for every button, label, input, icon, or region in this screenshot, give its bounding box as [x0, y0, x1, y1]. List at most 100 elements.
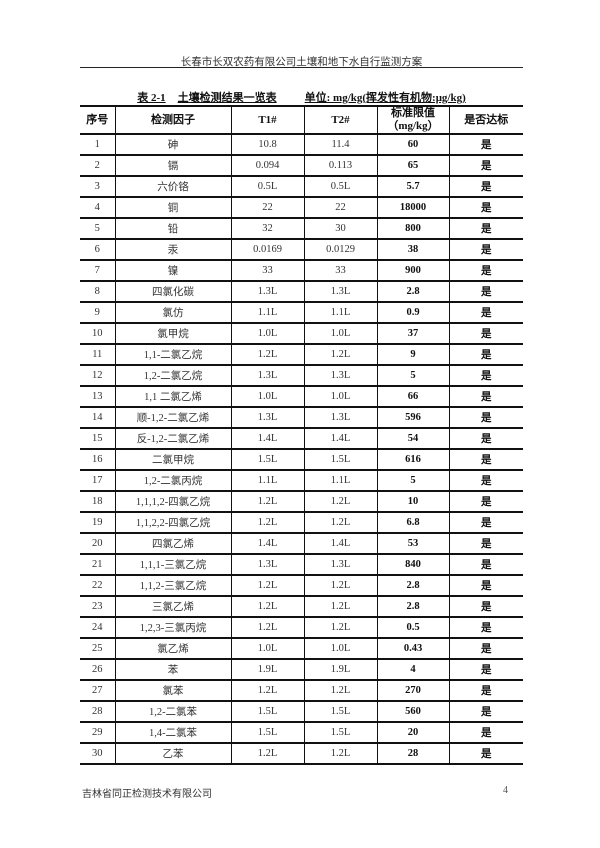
cell-compliant: 是 [448, 301, 523, 324]
cell-t2: 1.4L [303, 532, 377, 555]
cell-factor: 氯甲烷 [114, 322, 231, 345]
col-header-limit: 标准限值 （mg/kg） [376, 105, 449, 135]
cell-t1: 10.8 [230, 133, 304, 156]
cell-index: 12 [80, 364, 115, 387]
table-row: 18 1,1,1,2-四氯乙烷 1.2L 1.2L 10 是 [80, 490, 523, 513]
cell-t1: 1.2L [230, 574, 304, 597]
cell-index: 19 [80, 511, 115, 534]
cell-t1: 1.4L [230, 532, 304, 555]
cell-factor: 1,1,2-三氯乙烷 [114, 574, 231, 597]
cell-t2: 1.5L [303, 448, 377, 471]
cell-t1: 33 [230, 259, 304, 282]
cell-compliant: 是 [448, 574, 523, 597]
cell-t2: 1.3L [303, 364, 377, 387]
cell-compliant: 是 [448, 616, 523, 639]
cell-index: 3 [80, 175, 115, 198]
cell-t2: 1.0L [303, 637, 377, 660]
cell-factor: 砷 [114, 133, 231, 156]
cell-limit: 5.7 [376, 175, 449, 198]
table-row: 3 六价铬 0.5L 0.5L 5.7 是 [80, 175, 523, 198]
cell-index: 23 [80, 595, 115, 618]
table-row: 28 1,2-二氯苯 1.5L 1.5L 560 是 [80, 700, 523, 723]
cell-factor: 1,2-二氯乙烷 [114, 364, 231, 387]
cell-t1: 22 [230, 196, 304, 219]
cell-factor: 1,1,1,2-四氯乙烷 [114, 490, 231, 513]
cell-index: 16 [80, 448, 115, 471]
cell-index: 27 [80, 679, 115, 702]
cell-factor: 汞 [114, 238, 231, 261]
cell-index: 21 [80, 553, 115, 576]
cell-limit: 900 [376, 259, 449, 282]
cell-index: 14 [80, 406, 115, 429]
cell-limit: 4 [376, 658, 449, 681]
cell-limit: 20 [376, 721, 449, 744]
cell-t1: 1.0L [230, 322, 304, 345]
cell-index: 8 [80, 280, 115, 303]
cell-limit: 2.8 [376, 280, 449, 303]
cell-t1: 1.2L [230, 343, 304, 366]
cell-t1: 1.2L [230, 511, 304, 534]
table-row: 22 1,1,2-三氯乙烷 1.2L 1.2L 2.8 是 [80, 574, 523, 597]
cell-factor: 六价铬 [114, 175, 231, 198]
cell-index: 26 [80, 658, 115, 681]
cell-compliant: 是 [448, 175, 523, 198]
table-row: 19 1,1,2,2-四氯乙烷 1.2L 1.2L 6.8 是 [80, 511, 523, 534]
table-caption: 表 2-1 土壤检测结果一览表 单位: mg/kg(挥发性有机物:μg/kg) [80, 89, 523, 105]
cell-factor: 苯 [114, 658, 231, 681]
cell-t2: 0.113 [303, 154, 377, 177]
cell-t2: 1.2L [303, 742, 377, 765]
cell-limit: 596 [376, 406, 449, 429]
cell-compliant: 是 [448, 280, 523, 303]
cell-compliant: 是 [448, 658, 523, 681]
page-number: 4 [503, 785, 508, 796]
cell-t1: 1.0L [230, 385, 304, 408]
cell-factor: 乙苯 [114, 742, 231, 765]
cell-index: 6 [80, 238, 115, 261]
cell-t2: 1.2L [303, 343, 377, 366]
cell-t2: 1.9L [303, 658, 377, 681]
cell-compliant: 是 [448, 238, 523, 261]
cell-index: 5 [80, 217, 115, 240]
cell-t2: 1.5L [303, 721, 377, 744]
footer-company: 吉林省同正检测技术有限公司 [82, 789, 212, 800]
cell-limit: 0.9 [376, 301, 449, 324]
cell-compliant: 是 [448, 595, 523, 618]
cell-t1: 1.3L [230, 553, 304, 576]
cell-t1: 1.2L [230, 490, 304, 513]
cell-limit: 0.43 [376, 637, 449, 660]
cell-compliant: 是 [448, 532, 523, 555]
cell-compliant: 是 [448, 490, 523, 513]
cell-t2: 1.3L [303, 406, 377, 429]
cell-factor: 镍 [114, 259, 231, 282]
cell-limit: 9 [376, 343, 449, 366]
cell-compliant: 是 [448, 217, 523, 240]
cell-compliant: 是 [448, 448, 523, 471]
page-header: 长春市长双农药有限公司土壤和地下水自行监测方案 [180, 57, 423, 68]
cell-index: 4 [80, 196, 115, 219]
cell-compliant: 是 [448, 154, 523, 177]
cell-limit: 65 [376, 154, 449, 177]
cell-index: 9 [80, 301, 115, 324]
cell-compliant: 是 [448, 511, 523, 534]
cell-t1: 1.9L [230, 658, 304, 681]
cell-limit: 18000 [376, 196, 449, 219]
cell-compliant: 是 [448, 700, 523, 723]
cell-t1: 1.0L [230, 637, 304, 660]
cell-t2: 33 [303, 259, 377, 282]
cell-t2: 22 [303, 196, 377, 219]
cell-compliant: 是 [448, 553, 523, 576]
cell-limit: 5 [376, 469, 449, 492]
cell-t1: 1.3L [230, 364, 304, 387]
cell-t1: 0.094 [230, 154, 304, 177]
table-row: 24 1,2,3-三氯丙烷 1.2L 1.2L 0.5 是 [80, 616, 523, 639]
cell-factor: 铅 [114, 217, 231, 240]
cell-factor: 1,1-二氯乙烷 [114, 343, 231, 366]
cell-compliant: 是 [448, 133, 523, 156]
cell-t2: 1.1L [303, 469, 377, 492]
cell-t1: 1.1L [230, 301, 304, 324]
cell-compliant: 是 [448, 427, 523, 450]
cell-t2: 1.2L [303, 616, 377, 639]
table-row: 27 氯苯 1.2L 1.2L 270 是 [80, 679, 523, 702]
cell-t2: 1.3L [303, 553, 377, 576]
cell-factor: 氯乙烯 [114, 637, 231, 660]
